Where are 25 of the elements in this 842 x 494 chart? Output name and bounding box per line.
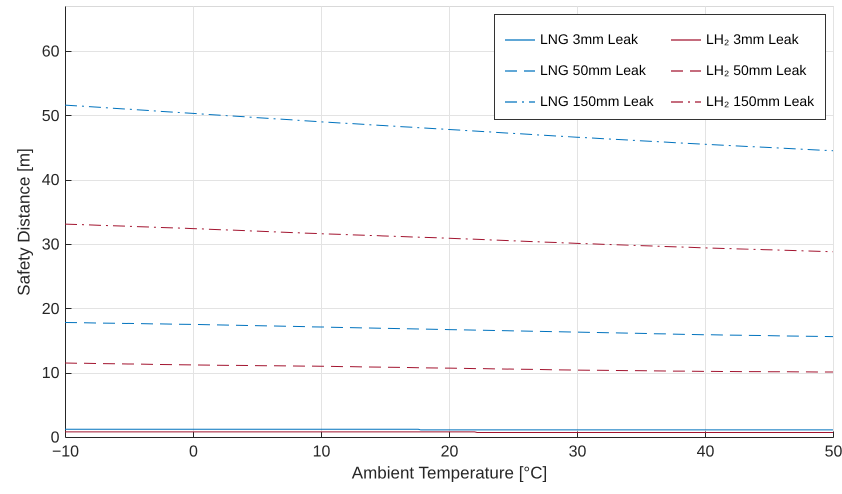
legend-label: LNG 150mm Leak [540,93,655,109]
legend-label: LH₂ 3mm Leak [706,31,800,47]
y-tick-label: 40 [42,172,60,190]
y-axis-title: Safety Distance [m] [14,148,34,296]
y-tick-label: 50 [42,108,60,125]
x-tick-label: 40 [696,444,714,460]
legend-label: LNG 50mm Leak [540,62,647,78]
legend-label: LH₂ 150mm Leak [706,93,816,109]
line-series [65,224,833,252]
legend-label: LNG 3mm Leak [540,31,640,47]
legend-label: LH₂ 50mm Leak [706,62,808,78]
x-tick-label: 0 [189,444,198,460]
y-tick-label: 20 [42,300,60,318]
x-tick-label: 20 [440,444,458,460]
x-tick-label: 30 [568,444,586,460]
x-axis-title: Ambient Temperature [°C] [352,464,548,482]
y-tick-label: 0 [50,430,60,446]
x-tick-label: −10 [52,444,80,460]
x-tick-label: 10 [312,444,330,460]
line-series [65,322,833,338]
y-tick-label: 10 [42,365,60,382]
y-tick-label: 60 [42,44,60,61]
line-series [65,362,833,373]
y-tick-label: 30 [42,236,60,254]
x-tick-label: 50 [824,444,842,460]
